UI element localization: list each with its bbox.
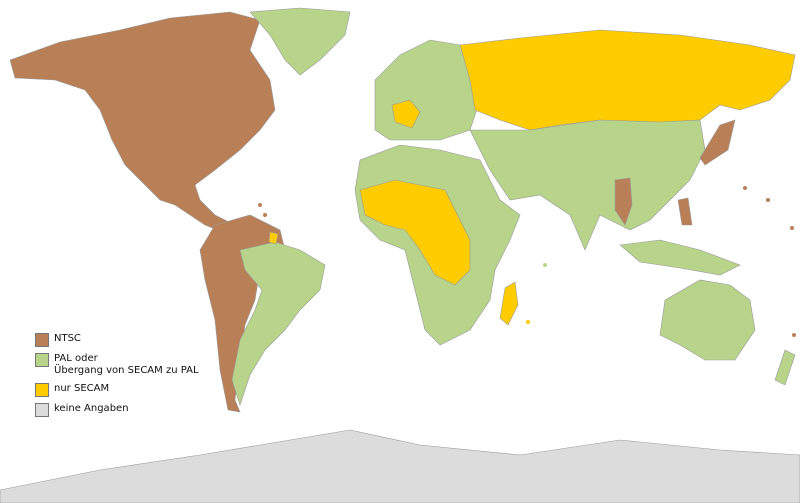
legend-label: NTSC <box>54 333 81 344</box>
legend-label: keine Angaben <box>54 403 129 414</box>
legend-swatch <box>35 353 49 367</box>
region-myanmar <box>614 177 633 226</box>
region-greenland <box>249 7 351 76</box>
legend-label-line1: PAL oder <box>54 353 98 364</box>
legend-label-line2: Übergang von SECAM zu PAL <box>54 365 199 376</box>
region-russia <box>459 29 796 131</box>
map-legend: NTSC PAL oder Übergang von SECAM zu PAL n… <box>35 333 199 423</box>
region-antarctica <box>0 429 800 503</box>
region-french-guiana <box>268 231 279 245</box>
region-asia <box>469 119 706 251</box>
region-south-america-pal <box>231 241 326 406</box>
island-dots <box>258 186 796 337</box>
legend-label: nur SECAM <box>54 383 110 394</box>
region-france <box>391 99 421 129</box>
region-indonesia <box>619 239 741 276</box>
region-madagascar <box>499 281 519 326</box>
legend-item-ntsc: NTSC <box>35 333 199 347</box>
legend-item-pal: PAL oder Übergang von SECAM zu PAL <box>35 353 199 377</box>
legend-item-secam: nur SECAM <box>35 383 199 397</box>
legend-item-none: keine Angaben <box>35 403 199 417</box>
legend-swatch <box>35 383 49 397</box>
region-philippines <box>677 197 693 226</box>
legend-label: PAL oder Übergang von SECAM zu PAL <box>54 353 199 377</box>
legend-swatch <box>35 333 49 347</box>
region-north-america <box>9 11 276 236</box>
region-australia <box>659 279 756 361</box>
region-africa-secam <box>359 179 471 286</box>
region-japan <box>699 119 736 166</box>
region-new-zealand <box>774 349 796 386</box>
legend-swatch <box>35 403 49 417</box>
